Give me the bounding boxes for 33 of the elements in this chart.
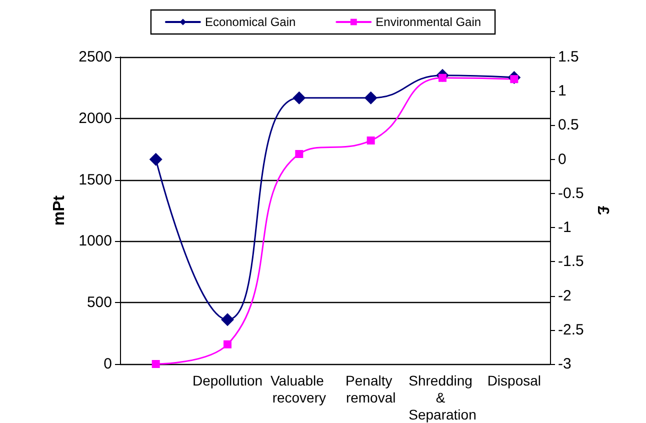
- y2-tick-label: 1: [558, 82, 566, 100]
- legend-label: Environmental Gain: [376, 15, 482, 29]
- y2-tick-label: 0: [558, 150, 566, 168]
- point: [224, 340, 232, 348]
- point: [364, 91, 378, 104]
- x-tick-label: Valuable recovery: [270, 372, 328, 406]
- y-tick-label: 500: [86, 294, 112, 312]
- y2-tick-label: -1.5: [558, 253, 584, 270]
- point: [366, 136, 375, 145]
- x-tick-label: Shredding & Separation: [408, 372, 476, 422]
- x-tick-label: Disposal: [487, 372, 542, 388]
- y-tick-label: 1500: [78, 171, 112, 188]
- point: [295, 150, 304, 158]
- point: [221, 313, 234, 326]
- y-tick-label: 2000: [78, 110, 112, 127]
- y2-tick-label: -2.5: [558, 321, 584, 338]
- y2-tick-label: -1: [558, 219, 572, 236]
- y-axis-title: mPt: [51, 194, 68, 226]
- legend-label: Economical Gain: [204, 15, 296, 29]
- y2-tick-label: -0.5: [558, 184, 584, 202]
- y2-tick-label: -3: [558, 356, 572, 372]
- y2-tick-label: 1.5: [558, 48, 579, 66]
- y2-tick-label: -2: [558, 287, 572, 304]
- x-tick-label: Depollution: [192, 372, 263, 388]
- y2-axis-title: £: [594, 206, 612, 216]
- y2-tick-label: 0.5: [558, 116, 579, 134]
- y-tick-label: 1000: [78, 232, 112, 250]
- point: [292, 91, 306, 104]
- x-tick-label: Penalty removal: [346, 372, 396, 406]
- point: [149, 152, 162, 166]
- point: [152, 360, 160, 368]
- y-tick-label: 0: [104, 356, 112, 372]
- y-tick-label: 2500: [78, 48, 112, 66]
